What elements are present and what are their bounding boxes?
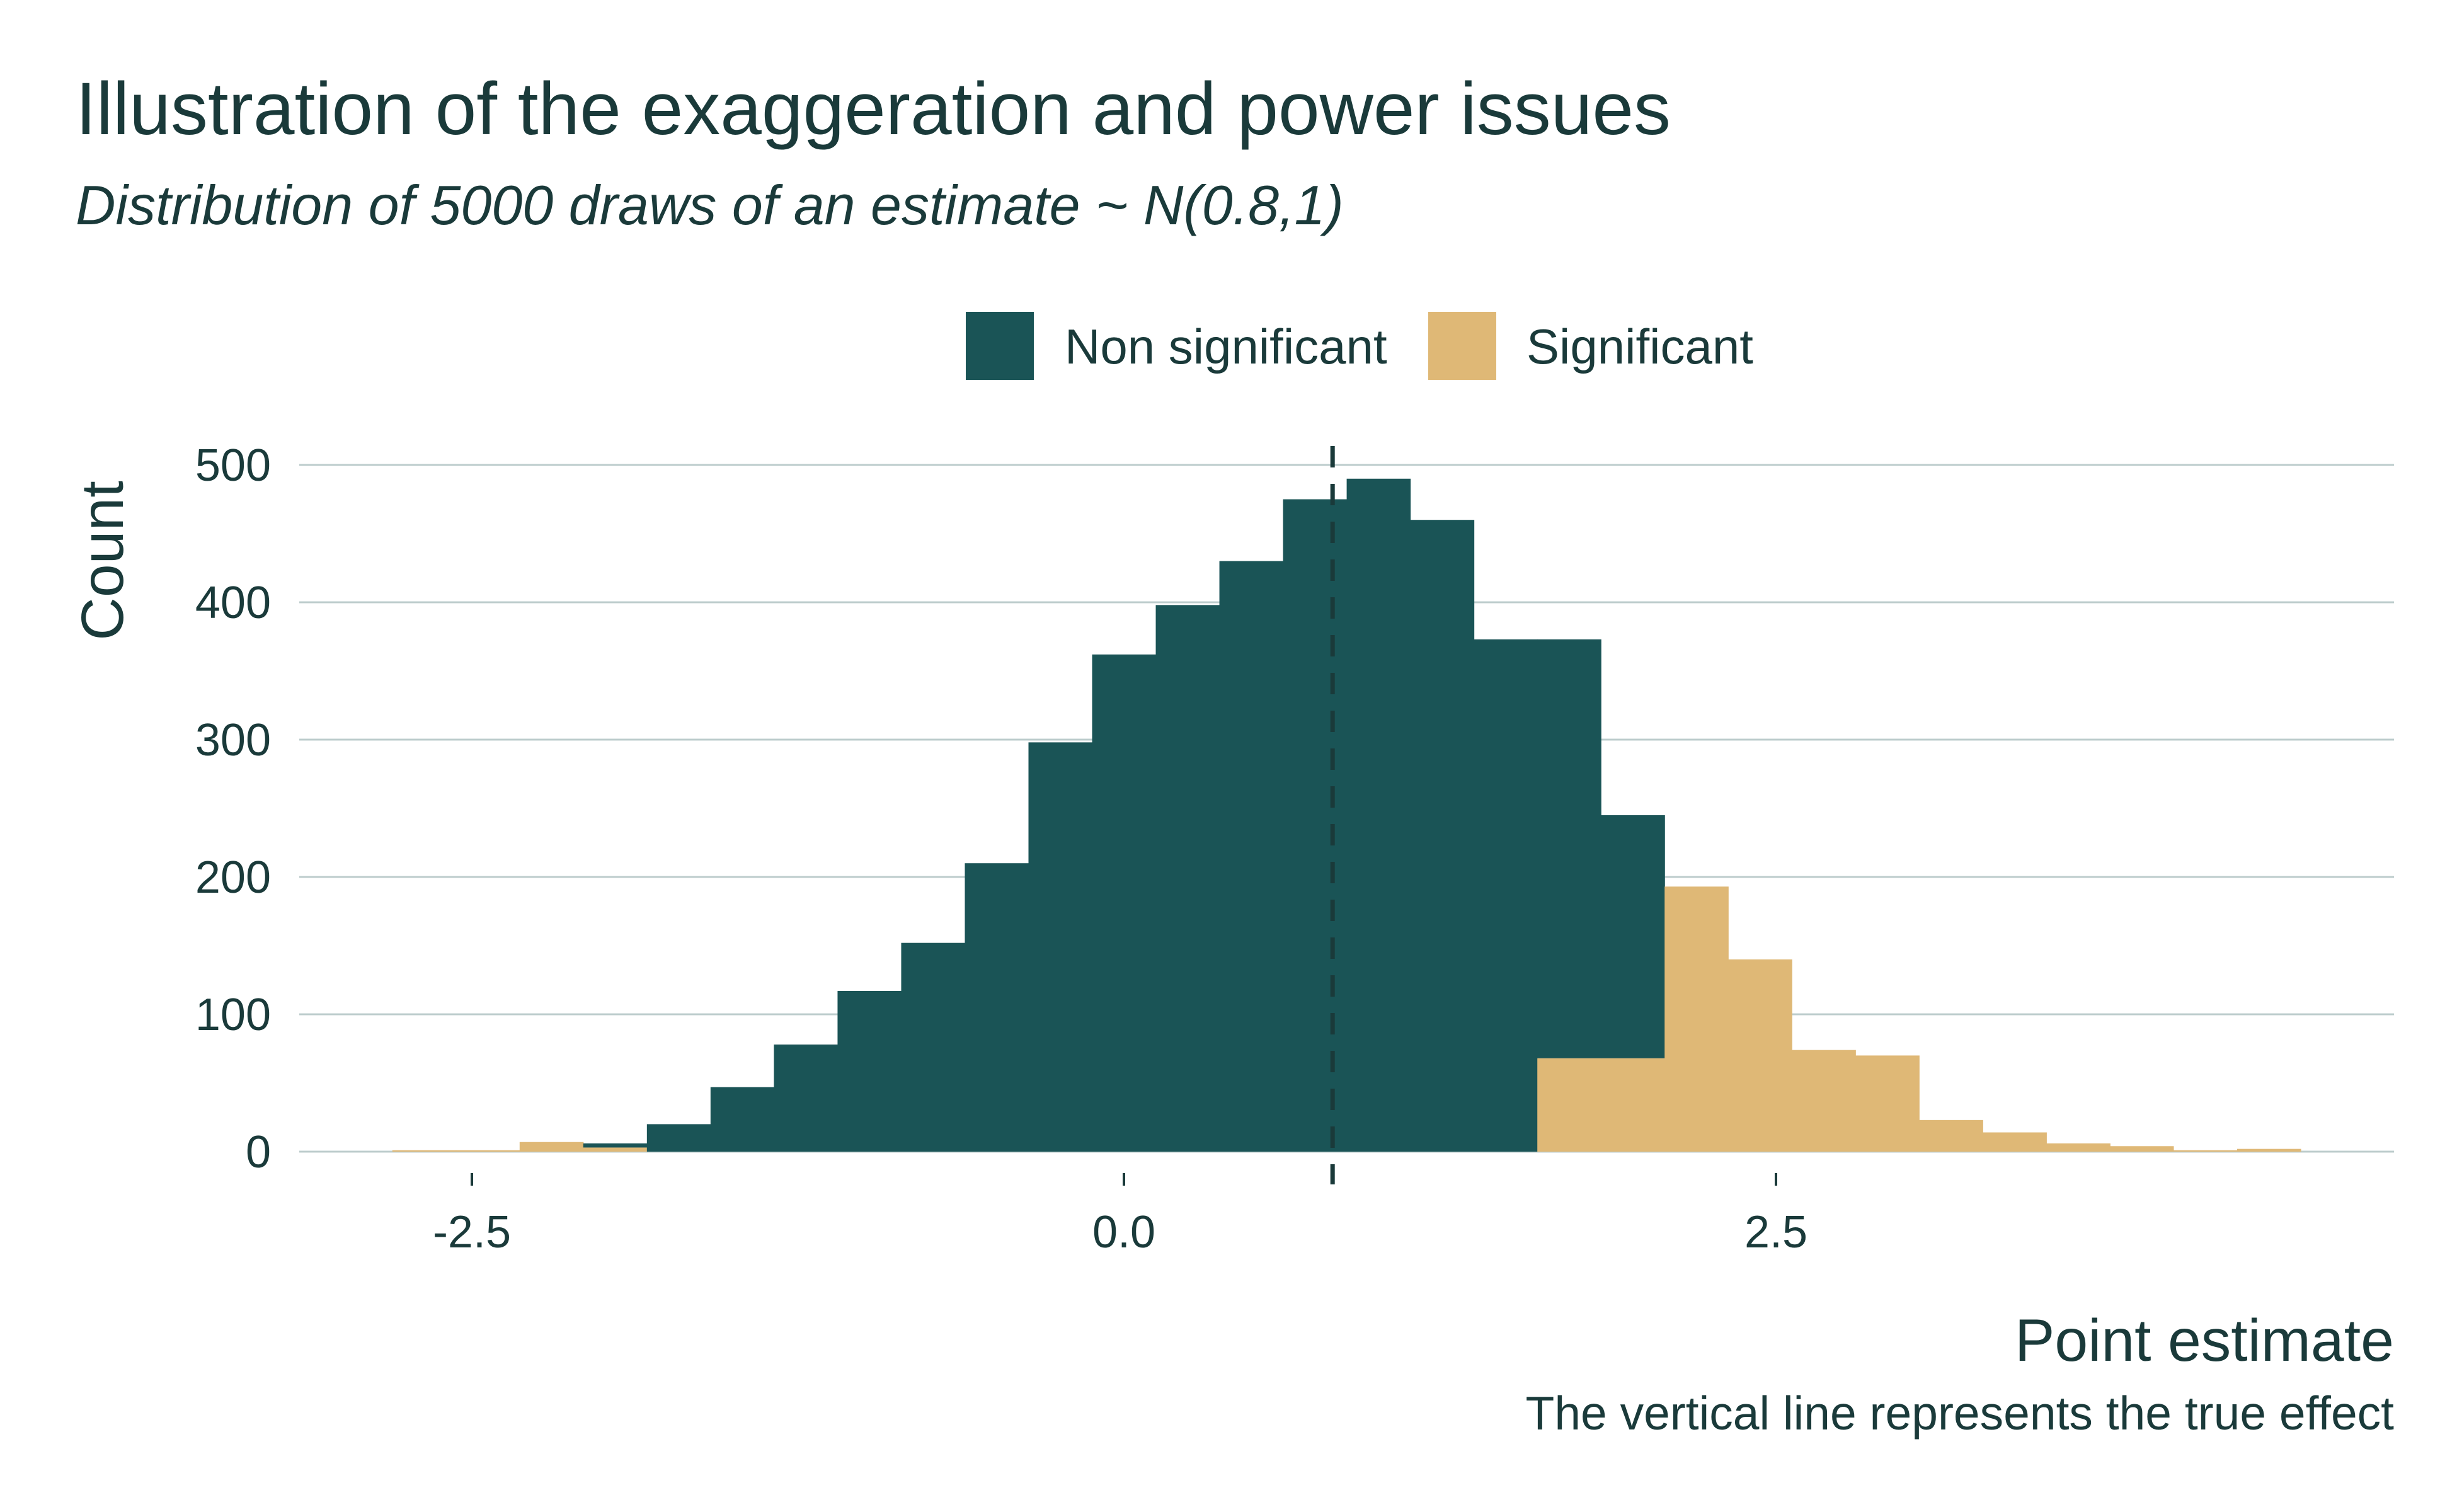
bar-significant	[2046, 1143, 2110, 1152]
x-axis-title: Point estimate	[2015, 1307, 2394, 1374]
y-axis-title: Count	[69, 481, 136, 641]
bar-significant	[392, 1150, 457, 1152]
bar-non-significant	[1410, 520, 1475, 1152]
bar-significant	[1792, 1050, 1856, 1152]
caption: The vertical line represents the true ef…	[1525, 1387, 2395, 1440]
y-tick-label: 0	[246, 1127, 271, 1177]
bar-non-significant	[1346, 478, 1411, 1152]
bar-significant	[2173, 1150, 2238, 1152]
bar-non-significant	[1283, 499, 1348, 1152]
bar-significant	[1919, 1120, 1983, 1152]
bar-non-significant	[965, 863, 1029, 1152]
y-tick-label: 300	[195, 715, 271, 765]
bar-non-significant	[1028, 742, 1093, 1152]
legend-swatch-significant	[1428, 312, 1496, 380]
bar-significant	[2109, 1146, 2174, 1152]
bar-significant	[583, 1147, 648, 1152]
bar-non-significant	[583, 1143, 648, 1148]
bar-non-significant	[901, 942, 966, 1152]
bar-non-significant	[1092, 654, 1157, 1152]
y-tick-label: 500	[195, 440, 271, 491]
bar-significant	[1983, 1132, 2047, 1152]
histogram-bars	[392, 478, 2301, 1152]
legend-label-significant: Significant	[1526, 319, 1753, 374]
bar-non-significant	[1601, 815, 1665, 1058]
bar-non-significant	[774, 1044, 839, 1152]
x-tick-label: 2.5	[1744, 1207, 1807, 1257]
bar-non-significant	[710, 1087, 775, 1152]
bar-non-significant	[1474, 639, 1538, 1152]
x-tick-label: -2.5	[433, 1207, 511, 1257]
legend-swatch-non-significant	[966, 312, 1034, 380]
bar-non-significant	[1219, 561, 1284, 1152]
x-ticks: -2.5 0.0 2.5	[433, 1173, 1807, 1257]
legend: Non significant Significant	[966, 312, 1753, 380]
x-tick-label: 0.0	[1092, 1207, 1155, 1257]
bar-non-significant	[837, 990, 902, 1152]
bar-significant	[1664, 886, 1729, 1152]
bar-non-significant	[1155, 605, 1220, 1152]
bar-significant	[2236, 1148, 2301, 1152]
y-tick-labels: 0 100 200 300 400 500	[195, 440, 271, 1177]
legend-label-non-significant: Non significant	[1065, 319, 1387, 374]
bar-significant	[1728, 959, 1792, 1152]
bar-non-significant	[1537, 639, 1601, 1058]
bar-significant	[1537, 1058, 1601, 1152]
chart-title: Illustration of the exaggeration and pow…	[76, 67, 1671, 151]
bar-significant	[519, 1142, 584, 1152]
bar-significant	[1601, 1058, 1665, 1152]
y-tick-label: 400	[195, 578, 271, 628]
bar-non-significant	[646, 1124, 711, 1152]
chart-subtitle: Distribution of 5000 draws of an estimat…	[76, 174, 1344, 236]
bar-significant	[455, 1150, 520, 1152]
bar-significant	[1855, 1055, 1920, 1152]
y-tick-label: 200	[195, 852, 271, 903]
y-tick-label: 100	[195, 990, 271, 1040]
